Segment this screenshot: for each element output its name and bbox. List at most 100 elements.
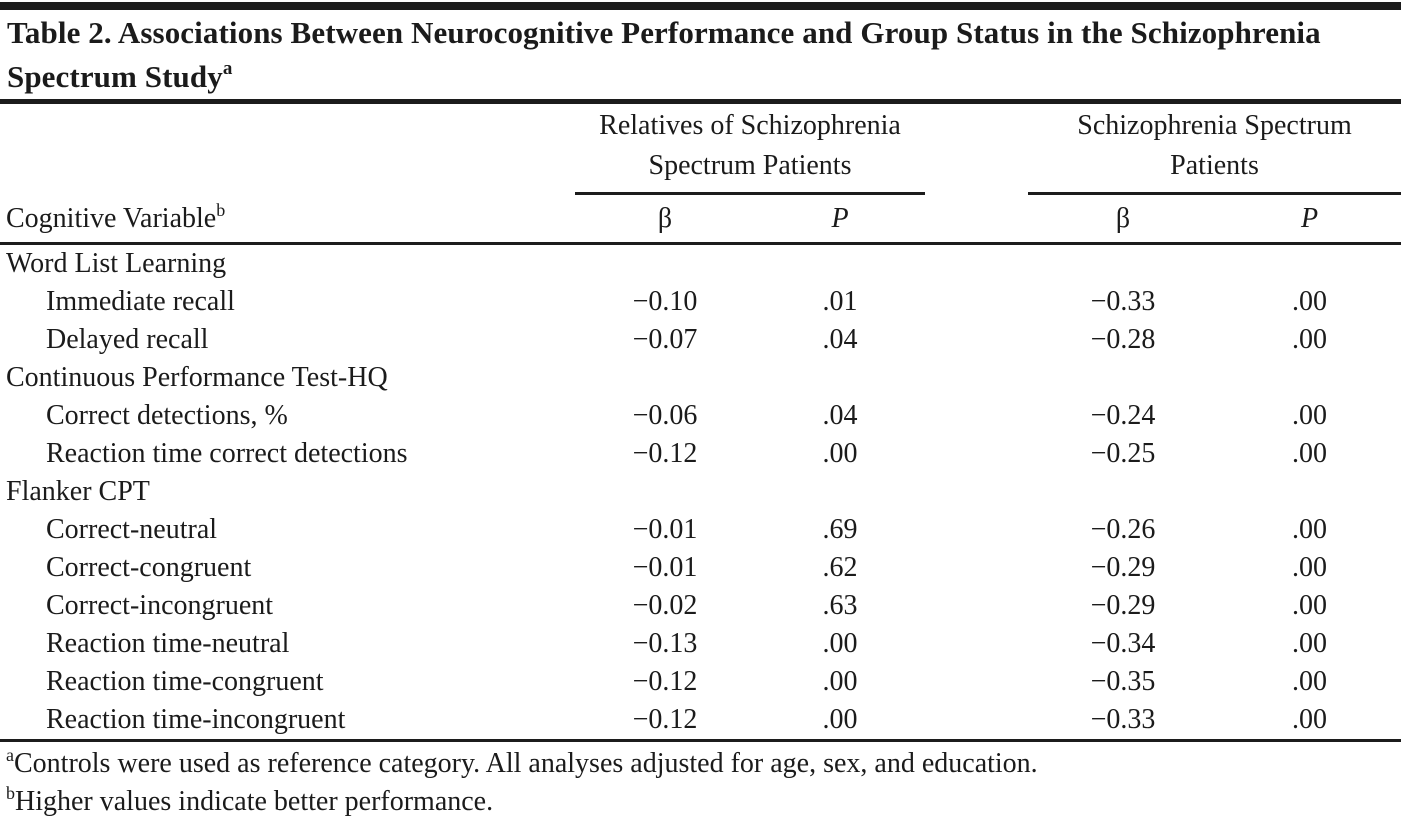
footnotes: aControls were used as reference categor… <box>0 742 1401 821</box>
table-row: Reaction time-neutral −0.13 .00 −0.34 .0… <box>0 625 1401 663</box>
column-header-spacer <box>925 193 1028 245</box>
table-title-footnote-marker: a <box>222 58 233 79</box>
associations-table: Relatives of Schizophrenia Spectrum Pati… <box>0 104 1401 739</box>
table-title-text: Table 2. Associations Between Neurocogni… <box>7 15 1321 94</box>
row-spacer <box>925 549 1028 587</box>
table-row: Delayed recall −0.07 .04 −0.28 .00 <box>0 321 1401 359</box>
beta-patients-value: −0.25 <box>1090 438 1156 469</box>
table-row: Reaction time correct detections −0.12 .… <box>0 435 1401 473</box>
table-row: Correct-neutral −0.01 .69 −0.26 .00 <box>0 511 1401 549</box>
p-relatives-value: .69 <box>822 514 858 545</box>
table-title: Table 2. Associations Between Neurocogni… <box>0 11 1401 99</box>
beta-patients-value: −0.34 <box>1090 628 1156 659</box>
row-label: Correct-congruent <box>46 552 252 583</box>
table-row: Reaction time-congruent −0.12 .00 −0.35 … <box>0 663 1401 701</box>
row-label: Immediate recall <box>46 286 235 317</box>
row-spacer <box>925 321 1028 359</box>
beta-relatives-value <box>575 359 755 397</box>
table-body: Word List Learning Immediate recall −0.1… <box>0 244 1401 740</box>
row-spacer <box>925 663 1028 701</box>
row-label: Reaction time-congruent <box>46 666 324 697</box>
group-header-row: Relatives of Schizophrenia Spectrum Pati… <box>0 104 1401 195</box>
stub-header-text: Cognitive Variable <box>6 203 217 234</box>
p-patients-value: .00 <box>1292 324 1327 355</box>
beta-patients-value: −0.33 <box>1090 704 1156 735</box>
footnote-b-marker: b <box>6 783 15 803</box>
beta-patients-value: −0.29 <box>1090 590 1156 621</box>
p-relatives-value: .00 <box>822 438 858 469</box>
table-row: Immediate recall −0.10 .01 −0.33 .00 <box>0 283 1401 321</box>
p-relatives-value: .01 <box>822 286 858 317</box>
row-label: Word List Learning <box>6 248 227 279</box>
footnote-a-marker: a <box>6 745 14 765</box>
row-spacer <box>925 359 1028 397</box>
beta-relatives-value: −0.01 <box>632 514 698 545</box>
p-relatives-value: .63 <box>822 590 858 621</box>
footnote-rule <box>0 739 1401 742</box>
beta-relatives-value: −0.10 <box>632 286 698 317</box>
row-label: Correct-incongruent <box>46 590 274 621</box>
group-header-spacer-left <box>0 104 575 194</box>
row-label: Reaction time-incongruent <box>46 704 346 735</box>
title-rule <box>0 99 1401 104</box>
row-spacer <box>925 397 1028 435</box>
row-spacer <box>925 701 1028 739</box>
beta-patients-value: −0.35 <box>1090 666 1156 697</box>
p-relatives-value: .00 <box>822 704 858 735</box>
beta-relatives-value: −0.02 <box>632 590 698 621</box>
p-relatives-value: .04 <box>822 324 858 355</box>
row-spacer <box>925 473 1028 511</box>
row-spacer <box>925 625 1028 663</box>
beta-patients-value: −0.33 <box>1090 286 1156 317</box>
stub-header: Cognitive Variableb <box>0 193 575 245</box>
table-row: Correct detections, % −0.06 .04 −0.24 .0… <box>0 397 1401 435</box>
table-row: Continuous Performance Test-HQ <box>0 359 1401 397</box>
p-patients-value: .00 <box>1292 286 1327 317</box>
p-patients-value <box>1218 244 1401 284</box>
row-label: Correct detections, % <box>46 400 288 431</box>
p-patients-value: .00 <box>1292 666 1327 697</box>
p-relatives-value <box>755 359 925 397</box>
stub-header-footnote-marker: b <box>216 200 226 220</box>
footnote-a-text: Controls were used as reference category… <box>14 748 1038 779</box>
p-header-relatives: P <box>755 193 925 245</box>
p-patients-value: .00 <box>1292 704 1327 735</box>
beta-relatives-value: −0.01 <box>632 552 698 583</box>
beta-patients-value: −0.24 <box>1090 400 1156 431</box>
column-header-row: Cognitive Variableb β P β P <box>0 193 1401 245</box>
beta-patients-value <box>1028 244 1218 284</box>
p-relatives-value <box>755 244 925 284</box>
beta-patients-value: −0.29 <box>1090 552 1156 583</box>
beta-patients-value: −0.26 <box>1090 514 1156 545</box>
beta-relatives-value: −0.13 <box>632 628 698 659</box>
row-label: Reaction time-neutral <box>46 628 290 659</box>
p-relatives-value: .00 <box>822 666 858 697</box>
footnote-b: bHigher values indicate better performan… <box>6 783 1401 821</box>
beta-relatives-value <box>575 473 755 511</box>
beta-patients-value: −0.28 <box>1090 324 1156 355</box>
beta-relatives-value: −0.06 <box>632 400 698 431</box>
beta-relatives-value <box>575 244 755 284</box>
beta-header-patients: β <box>1028 193 1218 245</box>
row-spacer <box>925 435 1028 473</box>
beta-relatives-value: −0.12 <box>632 666 698 697</box>
p-patients-value <box>1218 473 1401 511</box>
table-row: Reaction time-incongruent −0.12 .00 −0.3… <box>0 701 1401 739</box>
p-relatives-value: .00 <box>822 628 858 659</box>
beta-patients-value <box>1028 359 1218 397</box>
row-spacer <box>925 244 1028 284</box>
beta-relatives-value: −0.07 <box>632 324 698 355</box>
beta-relatives-value: −0.12 <box>632 704 698 735</box>
column-group-patients-label: Schizophrenia Spectrum Patients <box>1077 110 1352 181</box>
footnote-a: aControls were used as reference categor… <box>6 745 1401 783</box>
table-row: Word List Learning <box>0 244 1401 284</box>
row-label: Correct-neutral <box>46 514 218 545</box>
p-relatives-value: .04 <box>822 400 858 431</box>
row-label: Flanker CPT <box>6 476 150 507</box>
footnote-b-text: Higher values indicate better performanc… <box>15 786 494 817</box>
row-spacer <box>925 587 1028 625</box>
table-row: Flanker CPT <box>0 473 1401 511</box>
column-group-relatives-label: Relatives of Schizophrenia Spectrum Pati… <box>599 110 901 181</box>
beta-relatives-value: −0.12 <box>632 438 698 469</box>
